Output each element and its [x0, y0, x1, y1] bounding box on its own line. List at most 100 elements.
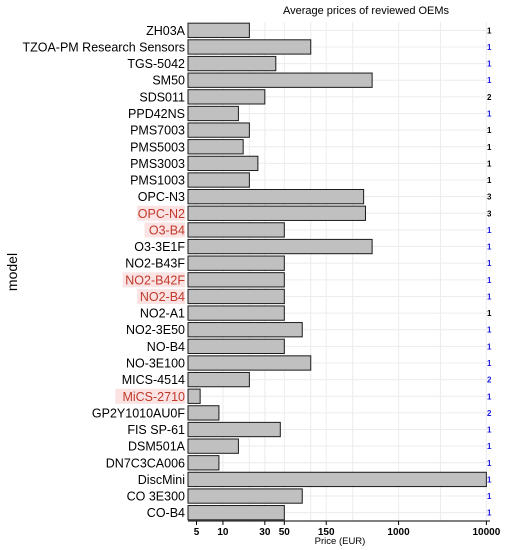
bar — [187, 122, 250, 138]
category-label: PMS5003 — [130, 140, 185, 154]
count-label: 1 — [487, 442, 492, 451]
bar — [187, 89, 266, 105]
bar — [187, 338, 285, 355]
category-label: DN7C3CA006 — [106, 456, 185, 470]
category-label: NO-3E100 — [126, 356, 185, 370]
count-label: 1 — [487, 226, 492, 235]
count-label: 1 — [487, 109, 492, 118]
category-label: PMS7003 — [130, 124, 185, 138]
bar — [187, 305, 285, 321]
count-label: 3 — [487, 209, 492, 218]
bar — [187, 139, 244, 155]
bar — [187, 39, 312, 55]
count-label: 1 — [487, 243, 492, 252]
bar — [187, 72, 373, 88]
count-label: 2 — [487, 376, 492, 385]
x-tick-label: 50 — [279, 527, 291, 538]
count-label: 2 — [487, 93, 492, 102]
bar — [187, 22, 250, 38]
count-label: 1 — [487, 143, 492, 152]
count-label: 1 — [487, 342, 492, 351]
x-axis-label: Price (EUR) — [315, 536, 366, 547]
bar — [187, 488, 303, 504]
count-label: 1 — [487, 259, 492, 268]
count-label: 1 — [487, 43, 492, 52]
category-label: PPD42NS — [128, 107, 185, 121]
count-label: 1 — [487, 326, 492, 335]
category-label: SM50 — [152, 74, 185, 88]
count-label: 1 — [487, 475, 492, 484]
category-label-highlight — [122, 272, 185, 288]
bar — [187, 288, 285, 305]
category-label-highlight — [115, 388, 185, 404]
bar — [187, 255, 285, 271]
category-label-highlight — [137, 288, 185, 304]
bar — [187, 55, 277, 72]
category-label: TGS-5042 — [127, 57, 185, 71]
x-tick-label: 30 — [259, 527, 271, 538]
bar — [187, 205, 366, 221]
count-label: 1 — [487, 392, 492, 401]
count-label: 1 — [487, 292, 492, 301]
bar — [187, 455, 220, 471]
bar — [187, 105, 239, 122]
y-axis-label: model — [4, 253, 20, 291]
count-label: 1 — [487, 276, 492, 285]
x-tick-label: 1000 — [387, 527, 410, 538]
count-label: 1 — [487, 126, 492, 135]
bar — [187, 388, 201, 404]
category-label: GP2Y1010AU0F — [92, 406, 185, 420]
count-label: 1 — [487, 509, 492, 518]
count-label: 1 — [487, 159, 492, 168]
category-label-highlight — [144, 222, 185, 238]
x-tick-label: 5 — [194, 527, 200, 538]
count-label: 3 — [487, 193, 492, 202]
bar — [187, 322, 303, 338]
category-label: O3-3E1F — [134, 240, 185, 254]
bar — [187, 272, 285, 288]
x-tick-label: 10 — [217, 527, 229, 538]
bar — [187, 421, 281, 438]
x-tick-label: 150 — [318, 527, 335, 538]
bar — [187, 371, 250, 388]
category-label-highlight — [137, 205, 185, 221]
category-label: MICS-4514 — [122, 373, 185, 387]
category-labels: ZH03A TZOA-PM Research Sensors TGS-5042 SM5… — [22, 24, 185, 520]
bar — [187, 188, 365, 205]
bar — [187, 222, 285, 238]
bar — [187, 172, 250, 188]
category-label: CO-B4 — [147, 506, 185, 520]
category-label: O3-B4 — [149, 223, 185, 237]
count-label: 1 — [487, 426, 492, 435]
category-label: TZOA-PM Research Sensors — [22, 40, 185, 54]
category-label: NO2-B4 — [140, 290, 185, 304]
count-label: 1 — [487, 60, 492, 69]
x-ticks: 5 10 30 50 150 1000 10000 — [194, 521, 501, 538]
category-label: FIS SP-61 — [127, 423, 185, 437]
category-label: CO 3E300 — [127, 490, 185, 504]
count-label: 1 — [487, 492, 492, 501]
bar — [187, 471, 487, 488]
count-label: 1 — [487, 26, 492, 35]
bar — [187, 505, 285, 521]
bar — [187, 355, 312, 371]
count-label: 1 — [487, 359, 492, 368]
chart-title: Average prices of reviewed OEMs — [283, 5, 450, 17]
bars — [187, 22, 487, 521]
category-label: NO-B4 — [147, 340, 185, 354]
category-label: MiCS-2710 — [122, 390, 185, 404]
count-labels: 1 1 1 1 2 1 1 1 1 1 3 3 1 1 1 1 1 1 1 1 1 2 1 2 1 1 1 1 1 1 — [487, 26, 492, 517]
count-label: 1 — [487, 76, 492, 85]
category-label: NO2-A1 — [140, 307, 185, 321]
category-label: DiscMini — [138, 473, 185, 487]
count-label: 1 — [487, 459, 492, 468]
bar — [187, 438, 239, 454]
count-label: 1 — [487, 176, 492, 185]
bar — [187, 405, 220, 421]
count-label: 1 — [487, 309, 492, 318]
bar — [187, 155, 259, 172]
category-label: ZH03A — [146, 24, 186, 38]
category-label: DSM501A — [128, 440, 186, 454]
bar — [187, 238, 373, 255]
